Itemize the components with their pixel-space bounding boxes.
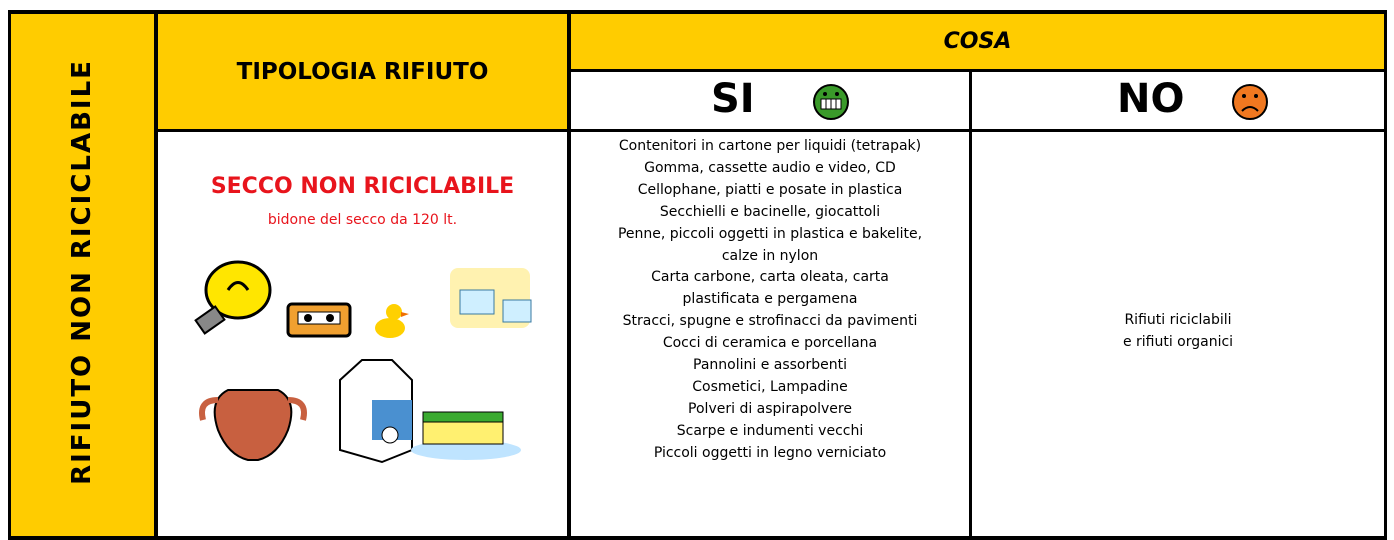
si-line: Scarpe e indumenti vecchi (676, 422, 864, 439)
waste-icons (194, 260, 532, 464)
si-cell: Contenitori in cartone per liquidi (tetr… (571, 132, 969, 536)
si-line: Secchielli e bacinelle, giocattoli (659, 203, 881, 220)
si-line: Cosmetici, Lampadine (692, 378, 848, 395)
si-line: Cellophane, piatti e posate in plastica (637, 181, 903, 198)
no-header: NO (972, 72, 1384, 129)
waste-subtitle: bidone del secco da 120 lt. (267, 212, 458, 228)
waste-cell: SECCO NON RICICLABILE bidone del secco d… (158, 132, 567, 536)
si-line: Contenitori in cartone per liquidi (tetr… (618, 138, 922, 154)
si-line: Carta carbone, carta oleata, carta (651, 269, 889, 286)
vase-icon (199, 389, 307, 461)
no-label: NO (1117, 76, 1185, 122)
no-line: e rifiuti organici (1122, 333, 1234, 350)
no-cell: Rifiuti riciclabili e rifiuti organici (972, 132, 1384, 536)
side-label: RIFIUTO NON RICICLABILE (67, 59, 97, 485)
happy-icon (813, 84, 849, 120)
si-line: calze in nylon (721, 247, 819, 264)
waste-title: SECCO NON RICICLABILE (210, 174, 515, 199)
cassette-icon (286, 302, 352, 338)
si-line: Gomma, cassette audio e video, CD (644, 159, 896, 176)
sad-icon (1232, 84, 1268, 120)
duck-icon (375, 304, 409, 338)
si-line: Stracci, spugne e strofinacci da pavimen… (622, 313, 918, 330)
carton-icon (339, 359, 413, 464)
cosa-cell: COSA (571, 14, 1384, 69)
tipologia-cell: TIPOLOGIA RIFIUTO (158, 14, 567, 129)
no-line: Rifiuti riciclabili (1124, 312, 1232, 328)
clothes-icon (450, 268, 532, 328)
bulb-icon (194, 260, 272, 335)
si-line: Cocci di ceramica e porcellana (662, 335, 878, 352)
si-line: Pannolini e assorbenti (693, 357, 847, 374)
si-line: Piccoli oggetti in legno verniciato (653, 444, 887, 461)
si-line: Penne, piccoli oggetti in plastica e bak… (617, 225, 923, 242)
si-label: SI (711, 76, 755, 122)
side-cell (11, 14, 154, 536)
sponge-icon (411, 411, 521, 460)
si-line: Polveri di aspirapolvere (688, 400, 852, 417)
si-header: SI (571, 72, 969, 129)
si-line: plastificata e pergamena (682, 291, 858, 308)
